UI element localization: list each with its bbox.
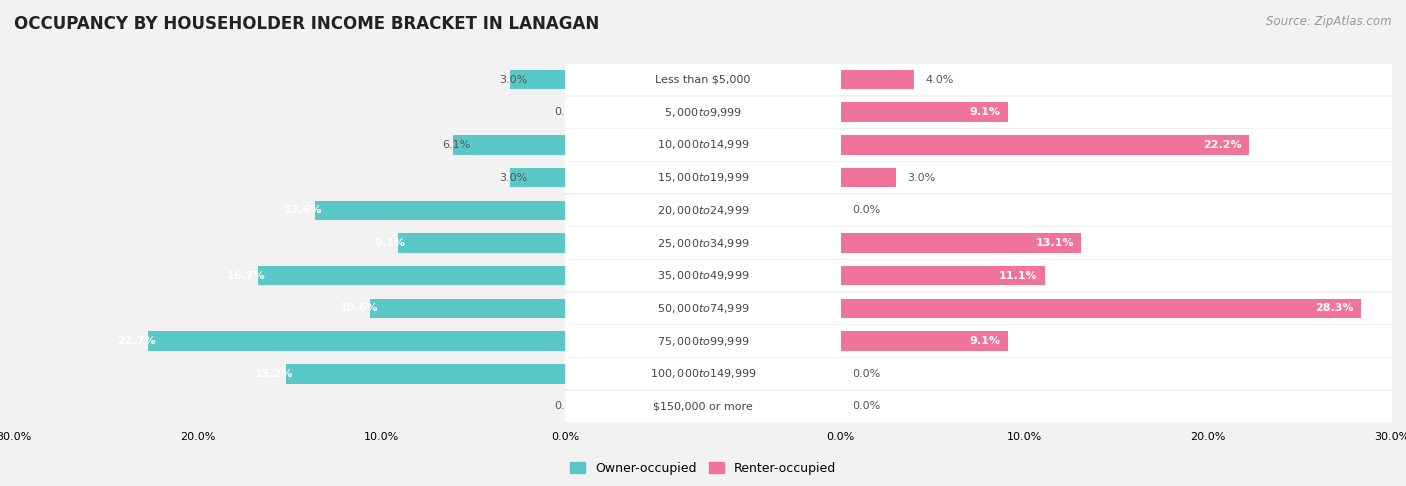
FancyBboxPatch shape — [565, 358, 1116, 389]
Text: $15,000 to $19,999: $15,000 to $19,999 — [657, 171, 749, 184]
FancyBboxPatch shape — [565, 260, 1116, 292]
Text: 16.7%: 16.7% — [226, 271, 266, 281]
Text: 15.2%: 15.2% — [254, 369, 294, 379]
Legend: Owner-occupied, Renter-occupied: Owner-occupied, Renter-occupied — [565, 457, 841, 480]
Text: 3.0%: 3.0% — [499, 74, 527, 85]
FancyBboxPatch shape — [565, 162, 1116, 193]
Text: 28.3%: 28.3% — [1315, 303, 1354, 313]
Bar — [259, 266, 565, 285]
FancyBboxPatch shape — [841, 194, 1392, 226]
Text: 22.7%: 22.7% — [117, 336, 156, 346]
FancyBboxPatch shape — [565, 358, 841, 389]
Text: 0.0%: 0.0% — [852, 401, 880, 412]
Text: Less than $5,000: Less than $5,000 — [655, 74, 751, 85]
FancyBboxPatch shape — [565, 64, 841, 95]
Text: 0.0%: 0.0% — [554, 401, 582, 412]
Text: 13.6%: 13.6% — [284, 205, 323, 215]
Text: 13.1%: 13.1% — [1036, 238, 1074, 248]
FancyBboxPatch shape — [841, 97, 1392, 128]
Text: 0.0%: 0.0% — [852, 369, 880, 379]
FancyBboxPatch shape — [565, 64, 1116, 95]
FancyBboxPatch shape — [565, 260, 841, 292]
Text: $50,000 to $74,999: $50,000 to $74,999 — [657, 302, 749, 315]
FancyBboxPatch shape — [841, 358, 1392, 389]
Bar — [841, 331, 1008, 351]
Text: $75,000 to $99,999: $75,000 to $99,999 — [657, 334, 749, 347]
Bar — [841, 168, 896, 188]
FancyBboxPatch shape — [565, 325, 841, 357]
Bar — [398, 233, 565, 253]
FancyBboxPatch shape — [565, 391, 1116, 422]
Bar — [841, 70, 914, 89]
Text: 6.1%: 6.1% — [441, 140, 471, 150]
FancyBboxPatch shape — [841, 129, 1392, 161]
Text: 9.1%: 9.1% — [970, 107, 1001, 117]
FancyBboxPatch shape — [565, 162, 841, 193]
Bar — [370, 298, 565, 318]
Bar — [453, 135, 565, 155]
Text: 9.1%: 9.1% — [374, 238, 405, 248]
Text: 0.0%: 0.0% — [852, 205, 880, 215]
Bar — [148, 331, 565, 351]
FancyBboxPatch shape — [565, 227, 841, 259]
Text: 3.0%: 3.0% — [499, 173, 527, 183]
Bar — [285, 364, 565, 383]
FancyBboxPatch shape — [841, 227, 1392, 259]
Text: $20,000 to $24,999: $20,000 to $24,999 — [657, 204, 749, 217]
FancyBboxPatch shape — [565, 325, 1116, 357]
Text: $35,000 to $49,999: $35,000 to $49,999 — [657, 269, 749, 282]
Text: $150,000 or more: $150,000 or more — [654, 401, 752, 412]
Text: 3.0%: 3.0% — [907, 173, 935, 183]
Text: $5,000 to $9,999: $5,000 to $9,999 — [664, 106, 742, 119]
FancyBboxPatch shape — [841, 293, 1392, 324]
Text: 4.0%: 4.0% — [925, 74, 953, 85]
Bar — [315, 201, 565, 220]
FancyBboxPatch shape — [565, 129, 1116, 161]
FancyBboxPatch shape — [841, 325, 1392, 357]
FancyBboxPatch shape — [565, 293, 841, 324]
FancyBboxPatch shape — [841, 260, 1392, 292]
Text: 0.0%: 0.0% — [554, 107, 582, 117]
Text: 10.6%: 10.6% — [339, 303, 378, 313]
Bar — [841, 103, 1008, 122]
Text: 22.2%: 22.2% — [1202, 140, 1241, 150]
Text: $25,000 to $34,999: $25,000 to $34,999 — [657, 237, 749, 249]
FancyBboxPatch shape — [565, 194, 1116, 226]
FancyBboxPatch shape — [841, 64, 1392, 95]
Bar — [510, 70, 565, 89]
Text: $100,000 to $149,999: $100,000 to $149,999 — [650, 367, 756, 380]
FancyBboxPatch shape — [565, 194, 841, 226]
FancyBboxPatch shape — [565, 227, 1116, 259]
Text: 11.1%: 11.1% — [998, 271, 1038, 281]
FancyBboxPatch shape — [565, 293, 1116, 324]
Text: 9.1%: 9.1% — [970, 336, 1001, 346]
Bar — [510, 168, 565, 188]
FancyBboxPatch shape — [565, 129, 841, 161]
FancyBboxPatch shape — [565, 391, 841, 422]
FancyBboxPatch shape — [565, 97, 841, 128]
Text: Source: ZipAtlas.com: Source: ZipAtlas.com — [1267, 15, 1392, 28]
Text: OCCUPANCY BY HOUSEHOLDER INCOME BRACKET IN LANAGAN: OCCUPANCY BY HOUSEHOLDER INCOME BRACKET … — [14, 15, 599, 33]
Bar — [841, 135, 1249, 155]
FancyBboxPatch shape — [841, 391, 1392, 422]
Bar — [841, 233, 1081, 253]
Bar — [841, 266, 1045, 285]
Bar — [841, 298, 1361, 318]
FancyBboxPatch shape — [565, 97, 1116, 128]
FancyBboxPatch shape — [841, 162, 1392, 193]
Text: $10,000 to $14,999: $10,000 to $14,999 — [657, 139, 749, 152]
